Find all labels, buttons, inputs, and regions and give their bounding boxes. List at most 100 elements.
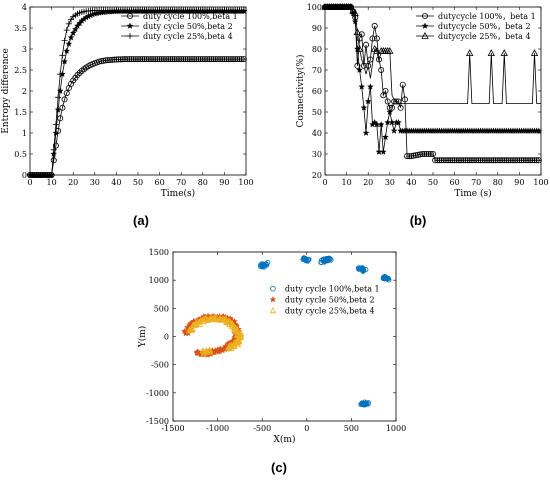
data-point-0	[382, 88, 389, 95]
legend-marker-1	[421, 22, 429, 29]
y-tick-label: 80	[312, 45, 322, 54]
data-point-0	[111, 56, 118, 63]
data-point-0	[124, 56, 131, 63]
data-point-2	[500, 49, 508, 56]
data-point-0	[369, 35, 376, 42]
data-point-0	[358, 401, 364, 408]
data-point-0	[432, 157, 439, 164]
data-point-0	[134, 56, 141, 63]
data-point-0	[206, 56, 213, 63]
data-point-0	[221, 56, 228, 63]
y-tick-label: 20	[312, 171, 322, 180]
data-point-0	[453, 157, 460, 164]
data-point-0	[321, 259, 327, 265]
data-point-0	[113, 56, 120, 63]
data-point-0	[417, 151, 424, 158]
data-point-0	[531, 157, 538, 164]
data-point-0	[481, 157, 488, 164]
data-point-0	[191, 56, 198, 63]
data-point-0	[378, 67, 385, 74]
data-point-0	[141, 56, 148, 63]
data-point-0	[234, 56, 241, 63]
data-point-0	[408, 153, 415, 160]
legend-marker-2	[421, 31, 429, 39]
data-point-0	[455, 157, 462, 164]
data-point-0	[436, 157, 443, 164]
data-point-2	[347, 2, 355, 10]
x-tick-label: 500	[344, 424, 359, 433]
data-point-0	[399, 81, 406, 88]
data-point-2	[59, 52, 66, 59]
y-tick-label: 3	[22, 45, 27, 54]
subfigure-label-c: (c)	[271, 460, 287, 475]
data-point-0	[122, 56, 129, 63]
data-point-2	[55, 94, 62, 101]
data-point-0	[483, 157, 490, 164]
data-point-2	[63, 27, 70, 34]
y-tick-label: 1.5	[14, 108, 27, 117]
data-point-0	[165, 56, 172, 63]
data-point-0	[324, 257, 330, 263]
data-point-0	[494, 157, 501, 164]
data-point-0	[201, 56, 208, 63]
y-tick-label: 4	[22, 3, 27, 12]
data-point-0	[212, 56, 219, 63]
data-point-2	[373, 47, 381, 54]
data-point-2	[234, 331, 241, 338]
data-point-1	[377, 121, 385, 128]
x-axis-label: X(m)	[274, 434, 296, 445]
legend-entry-1: duty cycle 50%,beta 2	[143, 22, 233, 31]
data-point-2	[185, 327, 192, 334]
data-point-0	[160, 56, 167, 63]
data-point-2	[200, 348, 207, 354]
data-point-2	[530, 49, 539, 56]
data-point-0	[427, 150, 434, 157]
legend-entry-2: duty cycle 25%,beta 4	[285, 307, 375, 316]
data-point-1	[67, 34, 75, 41]
x-tick-label: 50	[428, 178, 438, 187]
data-point-0	[397, 104, 404, 111]
data-point-0	[236, 56, 243, 63]
data-point-0	[104, 57, 111, 64]
y-tick-label: 2.5	[14, 66, 27, 75]
data-point-0	[360, 267, 366, 274]
data-point-0	[173, 56, 180, 63]
data-point-0	[219, 56, 226, 63]
data-point-2	[228, 323, 235, 330]
x-tick-label: 60	[155, 178, 165, 187]
data-point-0	[473, 157, 480, 164]
data-point-1	[65, 40, 73, 47]
series-line-2	[325, 6, 541, 104]
data-point-1	[219, 345, 227, 352]
data-point-2	[487, 49, 495, 56]
data-point-0	[382, 274, 388, 280]
data-point-2	[213, 313, 220, 320]
data-point-0	[509, 157, 516, 164]
x-axis-label: Time (s)	[454, 188, 491, 199]
data-point-0	[265, 259, 271, 266]
data-point-0	[535, 157, 542, 164]
x-tick-label: 70	[471, 178, 481, 187]
data-point-2	[48, 172, 55, 178]
y-tick-label: 90	[312, 24, 322, 33]
chart-b: 0 10 20 30 40 50 60 70 80 90 100 20 30 40 50 60 70 80 90 10…	[295, 2, 549, 199]
data-point-2	[57, 71, 64, 78]
y-tick-label: -500	[151, 361, 169, 370]
data-point-0	[100, 57, 107, 64]
data-point-1	[351, 18, 359, 25]
data-point-1	[61, 58, 68, 65]
y-tick-label: 1500	[149, 248, 169, 257]
data-point-0	[152, 56, 159, 63]
legend-marker-0	[127, 12, 134, 19]
data-point-0	[451, 157, 458, 164]
chart-a: 0 10 20 30 40 50 60 70 80 90 100 0 0.5 1 1.5 2 2.5 3 3.5 4 T…	[1, 3, 254, 199]
data-point-1	[379, 148, 387, 155]
data-point-0	[232, 56, 239, 63]
x-tick-label: 80	[198, 178, 208, 187]
data-point-1	[74, 22, 81, 29]
data-point-0	[109, 56, 116, 63]
data-point-0	[384, 98, 391, 105]
x-tick-label: 100	[533, 178, 548, 187]
data-point-0	[414, 151, 421, 158]
data-point-1	[56, 87, 64, 94]
